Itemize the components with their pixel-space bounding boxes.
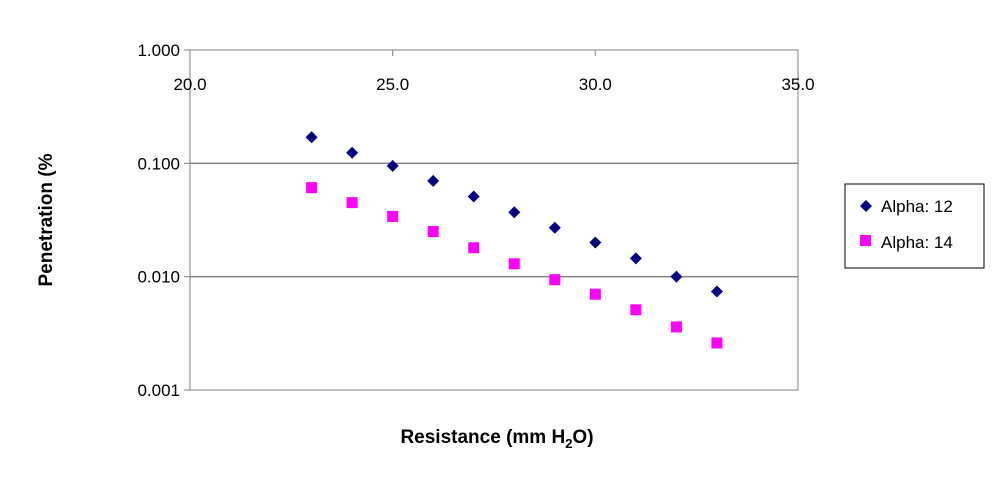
x-axis-title: Resistance (mm H2O) [400, 427, 593, 451]
y-tick-label: 1.000 [137, 41, 180, 60]
x-tick-label: 20.0 [173, 75, 206, 94]
plot-area [189, 49, 799, 391]
legend-box [844, 183, 985, 269]
y-tick-label: 0.100 [137, 154, 180, 173]
x-tick-label: 35.0 [781, 75, 814, 94]
grid-lines [190, 162, 798, 278]
data-point-alpha-14 [711, 337, 723, 349]
data-point-alpha-12 [670, 270, 683, 283]
legend-marker-alpha-14 [860, 235, 871, 246]
data-point-alpha-12 [467, 190, 480, 203]
data-point-alpha-14 [346, 197, 358, 209]
y-tick-label: 0.001 [137, 381, 180, 400]
legend-label-alpha-14: Alpha: 14 [881, 233, 953, 252]
data-point-alpha-12 [386, 159, 399, 172]
data-point-alpha-14 [306, 182, 318, 194]
data-point-alpha-14 [387, 210, 399, 222]
x-axis-title-main: Resistance (mm H [400, 427, 565, 448]
x-axis: 20.0 25.0 30.0 35.0 [173, 50, 815, 94]
data-point-alpha-14 [427, 226, 439, 238]
x-axis-title-subscript: 2 [565, 436, 572, 451]
data-point-alpha-12 [629, 252, 642, 265]
data-point-alpha-14 [670, 321, 682, 333]
data-point-alpha-14 [589, 288, 601, 300]
legend-label-alpha-12: Alpha: 12 [881, 197, 953, 216]
y-tick-label: 0.010 [137, 268, 180, 287]
data-point-alpha-12 [710, 285, 723, 298]
x-axis-title-end: O) [572, 427, 593, 448]
data-point-alpha-14 [549, 274, 561, 286]
y-axis-title: Penetration (% [36, 153, 57, 286]
data-points [305, 131, 723, 349]
data-point-alpha-12 [508, 206, 521, 219]
legend: Alpha: 12 Alpha: 14 [844, 183, 985, 269]
data-point-alpha-14 [508, 258, 520, 270]
data-point-alpha-12 [589, 236, 602, 249]
data-point-alpha-14 [468, 242, 480, 254]
y-axis: 0.001 0.010 0.100 1.000 [137, 41, 190, 400]
x-tick-label: 25.0 [376, 75, 409, 94]
x-tick-label: 30.0 [579, 75, 612, 94]
data-point-alpha-12 [548, 221, 561, 234]
data-point-alpha-12 [427, 174, 440, 187]
data-point-alpha-12 [305, 131, 318, 144]
data-point-alpha-14 [630, 304, 642, 316]
data-point-alpha-12 [346, 146, 359, 159]
legend-marker-alpha-12 [860, 200, 872, 212]
